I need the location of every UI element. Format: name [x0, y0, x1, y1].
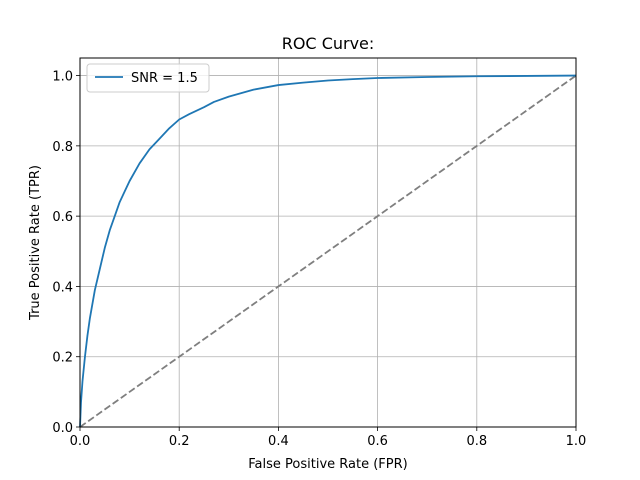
roc-curve-line	[79, 74, 577, 428]
y-tick-label: 0.8	[52, 140, 73, 155]
chance-diagonal-line	[79, 74, 577, 428]
ticks: 0.0 0.2 0.4 0.6 0.8 1.0 0.0 0.2 0.4 0.6 0.8 1.0	[52, 70, 586, 449]
x-tick-label: 0.4	[268, 434, 289, 449]
y-tick-label: 0.2	[52, 351, 73, 366]
y-tick-label: 0.4	[52, 280, 73, 295]
chart-title: ROC Curve:	[282, 34, 375, 53]
plot-frame	[79, 57, 577, 428]
series-layer	[79, 74, 577, 428]
x-tick-label: 1.0	[566, 434, 587, 449]
grid	[79, 58, 577, 428]
x-tick-label: 0.6	[367, 434, 388, 449]
x-tick-label: 0.0	[70, 434, 91, 449]
y-tick-label: 0.0	[52, 421, 73, 436]
x-axis-label: False Positive Rate (FPR)	[248, 457, 407, 472]
y-tick-label: 0.6	[52, 210, 73, 225]
legend-label: SNR = 1.5	[131, 71, 198, 86]
y-axis-label: True Positive Rate (TPR)	[28, 165, 43, 321]
x-tick-label: 0.2	[169, 434, 190, 449]
x-tick-label: 0.8	[466, 434, 487, 449]
y-tick-label: 1.0	[52, 70, 73, 85]
legend-box	[86, 63, 210, 93]
legend: SNR = 1.5	[86, 63, 210, 93]
